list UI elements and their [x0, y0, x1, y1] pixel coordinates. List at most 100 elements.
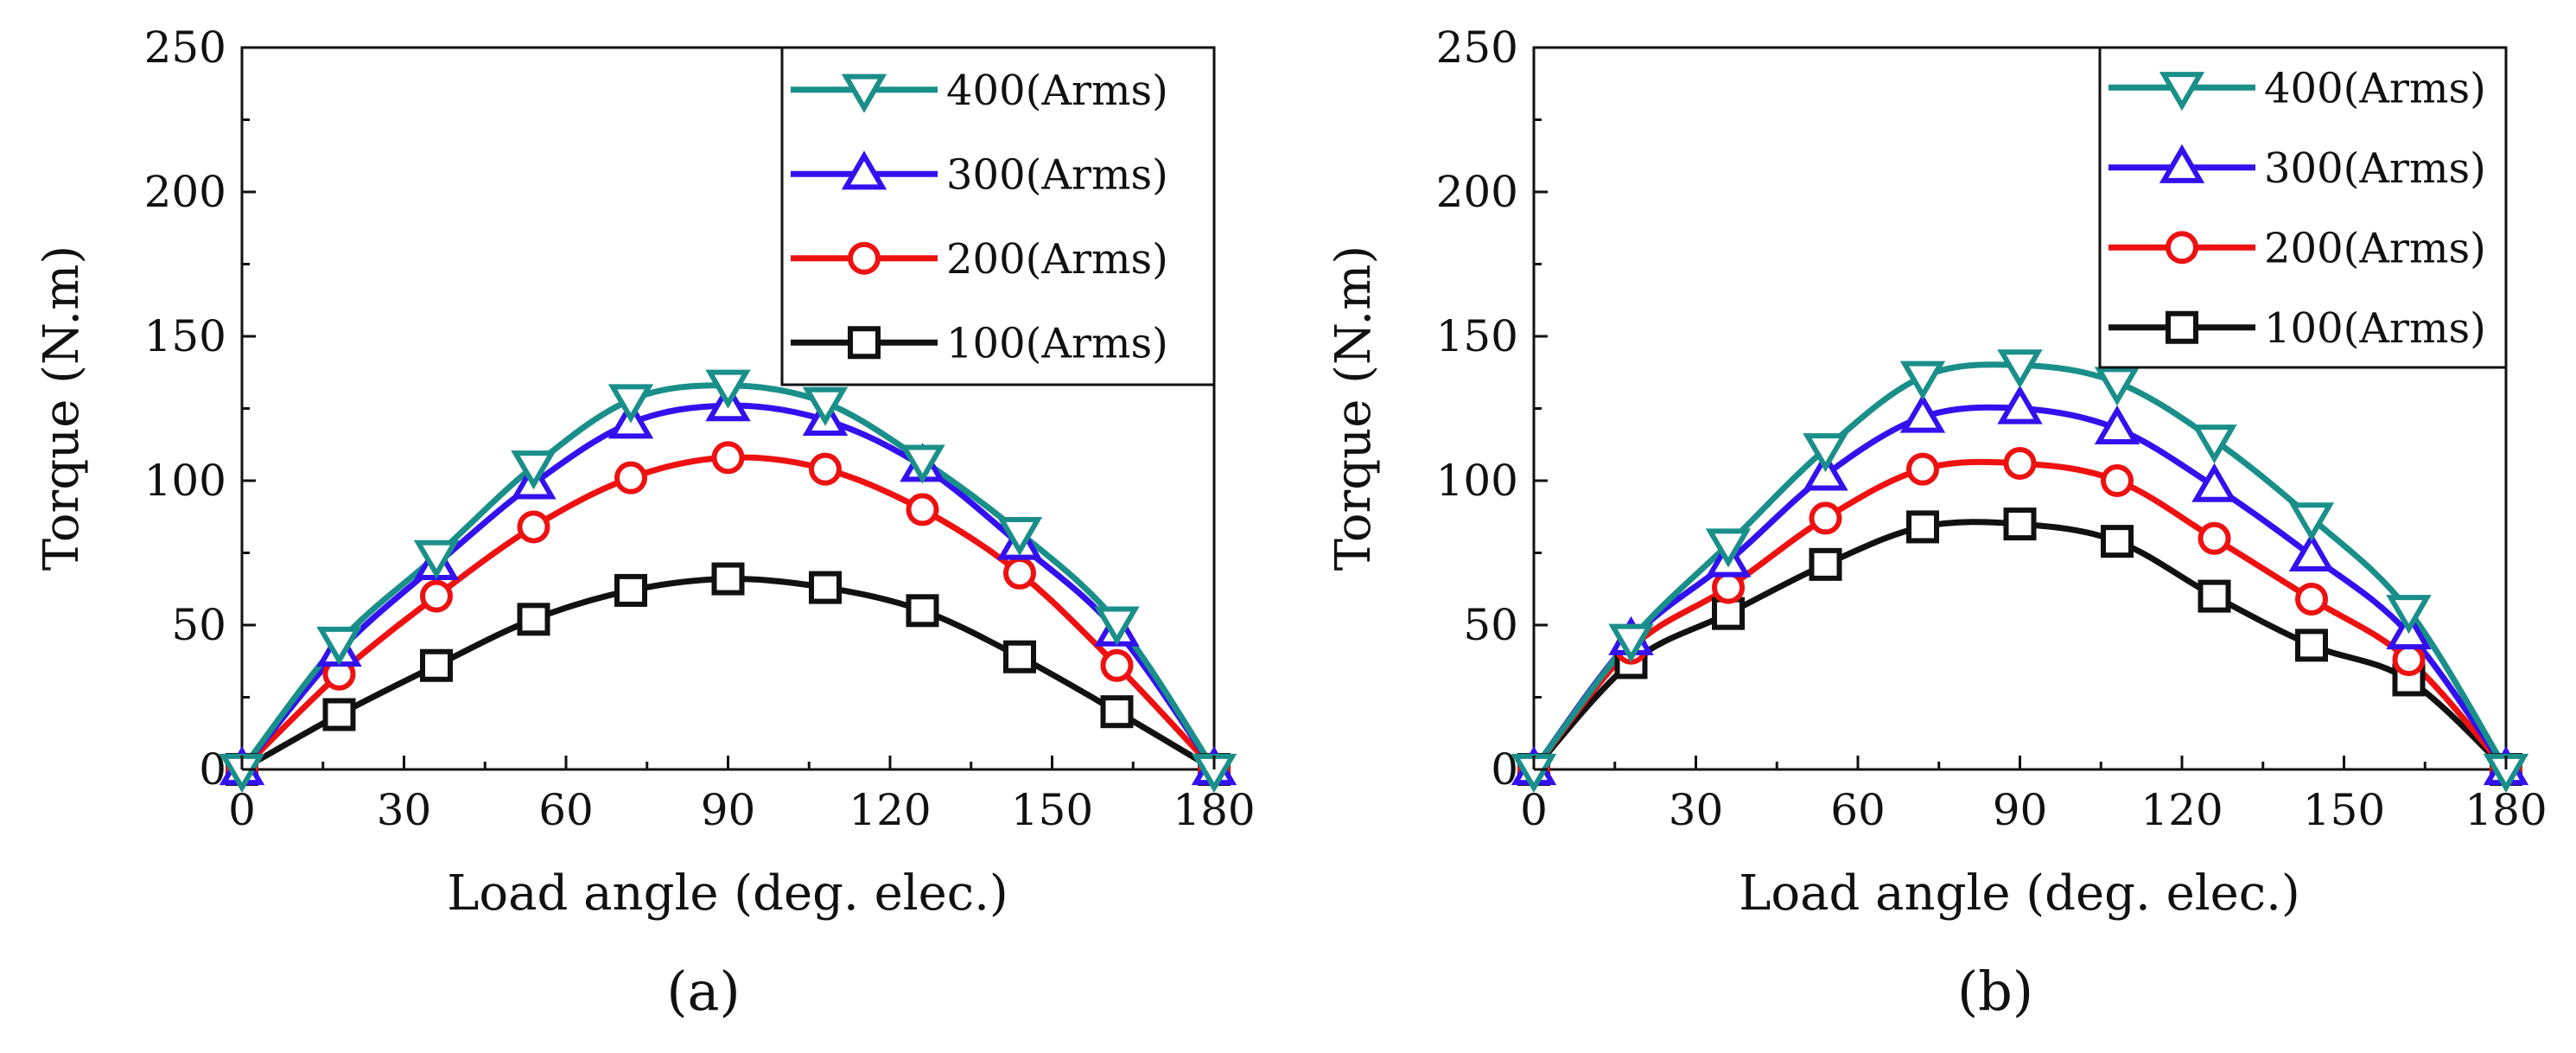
x-tick-label: 30 — [1669, 785, 1724, 835]
y-axis-b: 0 50 100 150 200 250 — [1436, 22, 1548, 795]
series-markers-a — [219, 369, 1237, 793]
data-point-400 — [1997, 349, 2043, 389]
data-point-200 — [2003, 446, 2037, 480]
panel-label-a: (a) — [666, 960, 740, 1023]
legend-label: 200(Arms) — [2264, 224, 2486, 272]
data-point-300 — [1899, 393, 1946, 433]
data-point-100 — [1809, 547, 1842, 581]
y-tick-label: 150 — [144, 311, 226, 361]
x-tick-label: 0 — [1520, 785, 1548, 835]
y-tick-label: 250 — [144, 22, 226, 73]
x-tick-label: 150 — [1011, 785, 1093, 835]
x-tick-label: 180 — [1173, 785, 1255, 835]
data-point-400 — [413, 539, 460, 579]
legend-marker — [848, 241, 881, 275]
legend-label: 400(Arms) — [946, 67, 1168, 115]
series-lines-b — [1530, 361, 2509, 773]
data-point-100 — [2003, 507, 2037, 541]
data-point-200 — [517, 510, 550, 544]
data-point-100 — [1100, 695, 1134, 729]
y-tick-label: 50 — [171, 600, 226, 650]
data-point-200 — [711, 441, 745, 475]
y-tick-label: 50 — [1463, 600, 1518, 650]
x-tick-label: 120 — [849, 785, 931, 835]
data-point-100 — [517, 603, 550, 636]
data-point-100 — [1906, 510, 1939, 544]
data-point-300 — [2191, 463, 2237, 502]
x-tick-label: 60 — [1830, 785, 1886, 835]
x-axis-label-a: Load angle (deg. elec.) — [447, 865, 1008, 922]
data-point-400 — [2386, 595, 2432, 635]
y-tick-label: 100 — [144, 456, 226, 506]
y-tick-label: 200 — [1436, 167, 1518, 217]
data-point-400 — [1608, 623, 1654, 663]
series-line-400 — [1530, 361, 2509, 773]
data-point-400 — [1803, 433, 1848, 473]
data-point-200 — [1906, 452, 1939, 486]
x-tick-label: 90 — [1993, 785, 2048, 835]
data-point-300 — [2288, 532, 2335, 571]
data-point-200 — [1712, 571, 1745, 604]
x-axis-a: 0 30 60 90 120 150 180 — [228, 756, 1256, 835]
data-point-200 — [1003, 556, 1036, 590]
data-point-100 — [711, 562, 745, 596]
data-point-100 — [2101, 525, 2134, 558]
data-point-400 — [996, 517, 1043, 557]
series-markers-b — [1511, 349, 2529, 793]
data-point-200 — [2198, 521, 2231, 555]
data-point-300 — [2094, 405, 2140, 444]
legend-marker — [2166, 231, 2198, 265]
x-tick-label: 120 — [2140, 785, 2223, 835]
data-point-400 — [802, 386, 849, 426]
data-point-400 — [1705, 528, 1752, 568]
x-axis-b: 0 30 60 90 120 150 180 — [1520, 756, 2547, 835]
data-point-100 — [614, 573, 647, 607]
data-point-200 — [1809, 501, 1842, 535]
y-axis-label-a: Torque (N.m) — [34, 246, 90, 571]
x-axis-label-b: Load angle (deg. elec.) — [1739, 865, 2300, 922]
legend-label: 100(Arms) — [2264, 304, 2486, 353]
legend-marker — [2159, 144, 2205, 183]
y-tick-label: 200 — [144, 167, 226, 217]
y-tick-label: 0 — [199, 744, 226, 795]
data-point-100 — [2198, 579, 2231, 613]
legend-a: 400(Arms) 300(Arms) 200(Arms) 100(Arms) — [780, 46, 1216, 386]
data-point-200 — [2101, 464, 2134, 497]
data-point-400 — [1899, 361, 1946, 400]
data-point-400 — [511, 450, 557, 490]
data-point-100 — [420, 648, 453, 682]
data-point-400 — [705, 369, 751, 409]
data-point-100 — [906, 594, 939, 628]
legend-marker — [2166, 310, 2198, 344]
x-tick-label: 180 — [2465, 785, 2547, 835]
legend-label: 400(Arms) — [2264, 64, 2486, 112]
chart-panel-a: 0 30 60 90 120 150 180 0 50 100 150 200 250 Load an… — [34, 22, 1256, 1023]
x-tick-label: 90 — [701, 785, 756, 835]
series-line-200 — [239, 454, 1218, 773]
data-point-100 — [1003, 640, 1036, 673]
legend-b: 400(Arms) 300(Arms) 200(Arms) 100(Arms) — [2098, 46, 2508, 369]
legend-marker — [841, 150, 887, 190]
data-point-400 — [316, 626, 362, 667]
y-tick-label: 150 — [1436, 311, 1518, 361]
data-point-200 — [2295, 582, 2328, 616]
legend-marker — [2159, 72, 2205, 112]
data-point-200 — [906, 493, 939, 526]
data-point-200 — [614, 461, 647, 495]
legend-label: 100(Arms) — [946, 319, 1168, 367]
legend-marker — [841, 73, 887, 113]
y-axis-a: 0 50 100 150 200 250 — [144, 22, 256, 795]
data-point-400 — [2288, 502, 2335, 542]
y-tick-label: 100 — [1436, 456, 1518, 506]
data-point-400 — [1094, 606, 1140, 646]
x-tick-label: 150 — [2303, 785, 2385, 835]
legend-label: 200(Arms) — [946, 235, 1168, 284]
y-tick-label: 0 — [1491, 744, 1518, 795]
y-tick-label: 250 — [1436, 22, 1518, 73]
panel-label-b: (b) — [1957, 960, 2033, 1023]
data-point-200 — [1100, 648, 1134, 682]
data-point-200 — [2392, 643, 2426, 677]
data-point-300 — [1803, 451, 1848, 491]
y-axis-label-b: Torque (N.m) — [1326, 246, 1382, 571]
chart-panel-b: 0 30 60 90 120 150 180 0 50 100 150 200 250 Load an… — [1326, 22, 2547, 1023]
